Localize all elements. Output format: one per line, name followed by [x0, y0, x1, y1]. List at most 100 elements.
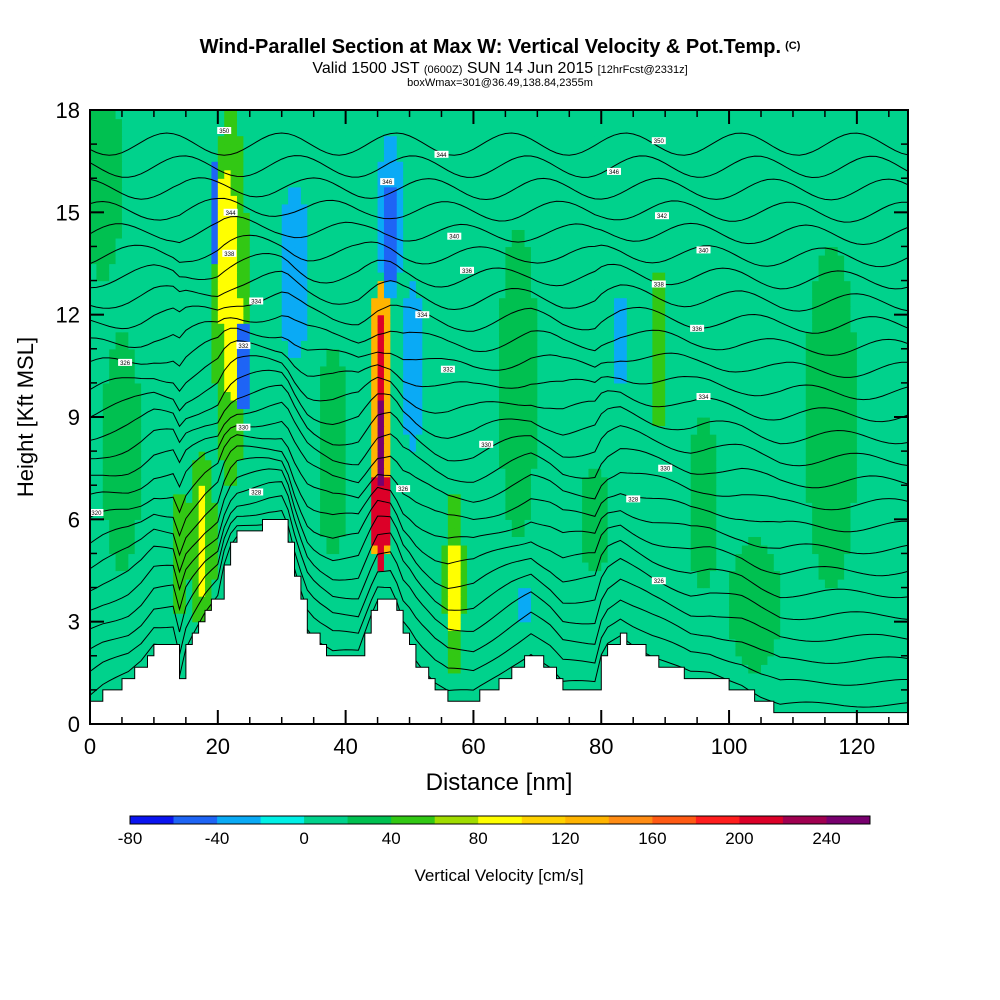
heatmap-cell [96, 647, 104, 657]
heatmap-cell [888, 544, 896, 555]
heatmap-cell [294, 536, 302, 546]
heatmap-cell [722, 596, 730, 606]
heatmap-cell [153, 630, 161, 640]
heatmap-cell [179, 391, 187, 401]
heatmap-cell [588, 672, 596, 682]
heatmap-cell [869, 638, 877, 648]
heatmap-cell [511, 621, 519, 631]
heatmap-cell [198, 544, 206, 555]
heatmap-cell [550, 417, 558, 427]
heatmap-cell [735, 638, 743, 648]
heatmap-cell [761, 442, 769, 452]
heatmap-cell [447, 417, 455, 427]
heatmap-cell [754, 476, 762, 486]
heatmap-cell [96, 570, 104, 580]
heatmap-cell [90, 587, 97, 597]
heatmap-cell [601, 434, 609, 444]
heatmap-cell [109, 476, 117, 486]
heatmap-cell [856, 681, 864, 691]
heatmap-cell [415, 408, 423, 418]
heatmap-cell [677, 621, 685, 631]
heatmap-cell [160, 613, 168, 623]
heatmap-cell [626, 485, 634, 495]
heatmap-cell [249, 476, 257, 486]
heatmap-cell [607, 613, 615, 623]
heatmap-cell [371, 553, 379, 563]
heatmap-cell [658, 544, 666, 555]
heatmap-cell [332, 647, 340, 657]
heatmap-cell [805, 698, 813, 708]
heatmap-cell [818, 519, 826, 529]
heatmap-cell [518, 485, 526, 495]
heatmap-cell [307, 587, 315, 597]
heatmap-cell [339, 502, 347, 512]
heatmap-cell [818, 630, 826, 640]
heatmap-cell [102, 630, 110, 640]
heatmap-cell [345, 493, 353, 503]
heatmap-cell [326, 647, 334, 657]
heatmap-cell [882, 476, 890, 486]
heatmap-cell [901, 570, 908, 580]
heatmap-cell [626, 630, 634, 640]
heatmap-cell [422, 519, 430, 529]
heatmap-cell [313, 621, 321, 631]
heatmap-cell [275, 391, 283, 401]
heatmap-cell [786, 425, 794, 435]
heatmap-cell [307, 434, 315, 444]
heatmap-cell [761, 493, 769, 503]
heatmap-cell [326, 417, 334, 427]
heatmap-cell [345, 596, 353, 606]
heatmap-cell [332, 613, 340, 623]
heatmap-cell [824, 417, 832, 427]
heatmap-cell [697, 570, 705, 580]
heatmap-cell [869, 485, 877, 495]
heatmap-cell [690, 468, 698, 478]
heatmap-cell [332, 544, 340, 555]
heatmap-cell [722, 519, 730, 529]
heatmap-cell [179, 553, 187, 563]
heatmap-cell [735, 442, 743, 452]
heatmap-cell [262, 468, 270, 478]
heatmap-cell [614, 630, 622, 640]
heatmap-cell [556, 476, 564, 486]
heatmap-cell [741, 391, 749, 401]
heatmap-cell [90, 442, 97, 452]
heatmap-cell [895, 664, 903, 674]
heatmap-cell [530, 468, 538, 478]
heatmap-cell [824, 408, 832, 418]
heatmap-cell [403, 553, 411, 563]
heatmap-cell [90, 527, 97, 537]
heatmap-cell [307, 451, 315, 461]
heatmap-cell [594, 570, 602, 580]
heatmap-cell [639, 502, 647, 512]
heatmap-cell [141, 391, 149, 401]
heatmap-cell [415, 613, 423, 623]
heatmap-cell [211, 459, 219, 469]
heatmap-cell [460, 596, 468, 606]
heatmap-cell [166, 459, 174, 469]
heatmap-cell [537, 391, 545, 401]
heatmap-cell [499, 647, 506, 657]
heatmap-cell [588, 468, 596, 478]
heatmap-cell [205, 596, 213, 606]
heatmap-cell [703, 579, 711, 589]
heatmap-cell [837, 476, 845, 486]
heatmap-cell [850, 672, 858, 682]
heatmap-cell [812, 647, 820, 657]
heatmap-cell [722, 425, 730, 435]
heatmap-cell [530, 613, 538, 623]
heatmap-cell [901, 536, 908, 546]
heatmap-cell [722, 664, 730, 674]
heatmap-cell [473, 553, 481, 563]
heatmap-cell [620, 459, 628, 469]
heatmap-cell [447, 536, 455, 546]
heatmap-cell [588, 417, 596, 427]
heatmap-cell [888, 408, 896, 418]
heatmap-cell [173, 519, 181, 529]
heatmap-cell [677, 476, 685, 486]
heatmap-cell [134, 630, 142, 640]
heatmap-cell [805, 417, 813, 427]
heatmap-cell [569, 536, 577, 546]
heatmap-cell [230, 425, 238, 435]
heatmap-cell [121, 476, 129, 486]
